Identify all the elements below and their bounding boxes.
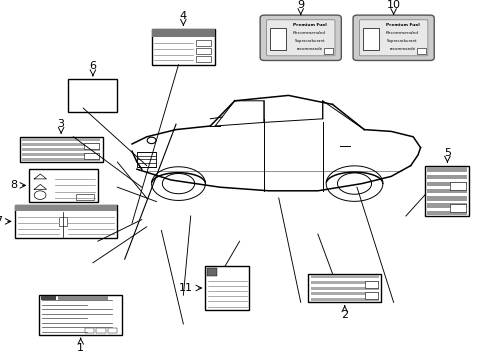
- Text: 6: 6: [89, 61, 96, 71]
- Bar: [41, 296, 56, 300]
- Bar: [310, 281, 378, 284]
- Bar: [448, 204, 466, 212]
- Bar: [310, 292, 378, 296]
- Bar: [196, 48, 211, 54]
- Text: Premium Fuel: Premium Fuel: [385, 23, 419, 27]
- Text: 11: 11: [179, 283, 193, 293]
- Text: Supercarburant: Supercarburant: [386, 39, 417, 43]
- Text: Supercarburant: Supercarburant: [294, 39, 324, 43]
- Text: Recommended: Recommended: [385, 31, 418, 35]
- Bar: [29, 169, 98, 202]
- Bar: [427, 182, 467, 186]
- FancyBboxPatch shape: [266, 20, 334, 56]
- Bar: [68, 79, 117, 112]
- Bar: [22, 143, 100, 146]
- Bar: [307, 274, 381, 302]
- Bar: [416, 49, 425, 54]
- Bar: [310, 275, 378, 278]
- Bar: [85, 328, 94, 333]
- Text: 4: 4: [180, 11, 186, 21]
- Bar: [22, 158, 100, 161]
- Bar: [196, 56, 211, 62]
- FancyBboxPatch shape: [352, 15, 433, 60]
- Bar: [205, 266, 249, 310]
- Text: 1: 1: [77, 343, 84, 353]
- Bar: [362, 28, 378, 50]
- Bar: [427, 167, 467, 172]
- Bar: [427, 196, 467, 201]
- Bar: [364, 292, 377, 299]
- Bar: [20, 137, 102, 162]
- Text: 9: 9: [297, 0, 304, 10]
- Text: 8: 8: [10, 180, 17, 190]
- Text: Recommended: Recommended: [292, 31, 325, 35]
- Bar: [310, 298, 378, 301]
- Bar: [196, 40, 211, 46]
- Bar: [83, 143, 98, 149]
- Bar: [76, 194, 94, 200]
- Text: Premium Fuel: Premium Fuel: [292, 23, 326, 27]
- Bar: [108, 328, 117, 333]
- Bar: [364, 281, 377, 288]
- Text: 3: 3: [58, 119, 64, 129]
- Text: 7: 7: [0, 216, 2, 226]
- Bar: [151, 29, 215, 37]
- Bar: [427, 175, 467, 179]
- Bar: [324, 49, 332, 54]
- Text: recommandé: recommandé: [388, 47, 415, 51]
- Bar: [425, 166, 468, 216]
- Text: 2: 2: [341, 310, 347, 320]
- Text: 10: 10: [386, 0, 400, 10]
- Bar: [15, 205, 117, 211]
- Bar: [22, 153, 100, 156]
- Bar: [96, 328, 105, 333]
- Text: 5: 5: [443, 148, 450, 158]
- Bar: [39, 295, 122, 335]
- Text: recommandé: recommandé: [296, 47, 322, 51]
- Bar: [15, 205, 117, 238]
- Bar: [22, 138, 100, 141]
- Bar: [151, 29, 215, 65]
- FancyBboxPatch shape: [260, 15, 341, 60]
- Bar: [269, 28, 285, 50]
- Bar: [83, 153, 98, 159]
- Bar: [59, 217, 67, 226]
- Bar: [22, 148, 100, 151]
- Bar: [137, 152, 156, 167]
- Bar: [448, 182, 466, 190]
- Bar: [58, 296, 107, 300]
- Bar: [427, 203, 467, 208]
- Bar: [427, 211, 467, 215]
- Bar: [310, 287, 378, 290]
- FancyBboxPatch shape: [359, 20, 427, 56]
- Bar: [207, 268, 217, 276]
- Bar: [427, 189, 467, 193]
